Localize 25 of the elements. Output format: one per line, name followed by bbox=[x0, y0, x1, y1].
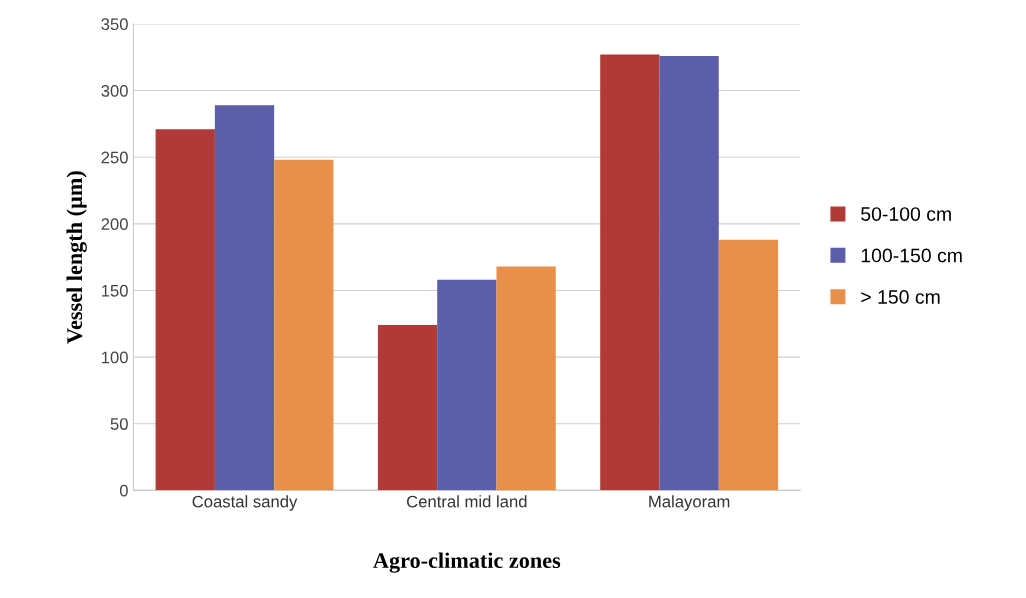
y-tick-label: 250 bbox=[101, 151, 128, 164]
x-axis-title: Agro-climatic zones bbox=[373, 552, 561, 573]
y-tick-label: 50 bbox=[110, 418, 128, 430]
bar bbox=[155, 129, 215, 491]
bar bbox=[214, 105, 275, 491]
y-tick-label: 200 bbox=[101, 218, 128, 231]
x-tick-label: Central mid land bbox=[407, 495, 527, 508]
y-tick-label: 150 bbox=[101, 284, 128, 297]
legend-label: 50-100 cm bbox=[861, 207, 951, 221]
x-tick-label: Coastal sandy bbox=[192, 495, 298, 511]
y-tick-label: 350 bbox=[101, 18, 128, 31]
bar bbox=[718, 239, 779, 491]
legend-label: 100-150 cm bbox=[861, 248, 962, 263]
bar bbox=[600, 54, 660, 491]
x-tick-label: Malayoram bbox=[649, 495, 730, 511]
y-axis-title: Vessel length (µm) bbox=[66, 171, 87, 344]
bar bbox=[496, 266, 556, 491]
bar bbox=[659, 55, 719, 491]
legend-label: > 150 cm bbox=[861, 290, 940, 304]
bar bbox=[437, 279, 497, 491]
y-tick-label: 0 bbox=[119, 484, 128, 497]
bar bbox=[274, 159, 334, 491]
y-tick-label: 100 bbox=[101, 351, 128, 364]
y-tick-label: 300 bbox=[101, 84, 128, 97]
bar bbox=[377, 325, 438, 491]
